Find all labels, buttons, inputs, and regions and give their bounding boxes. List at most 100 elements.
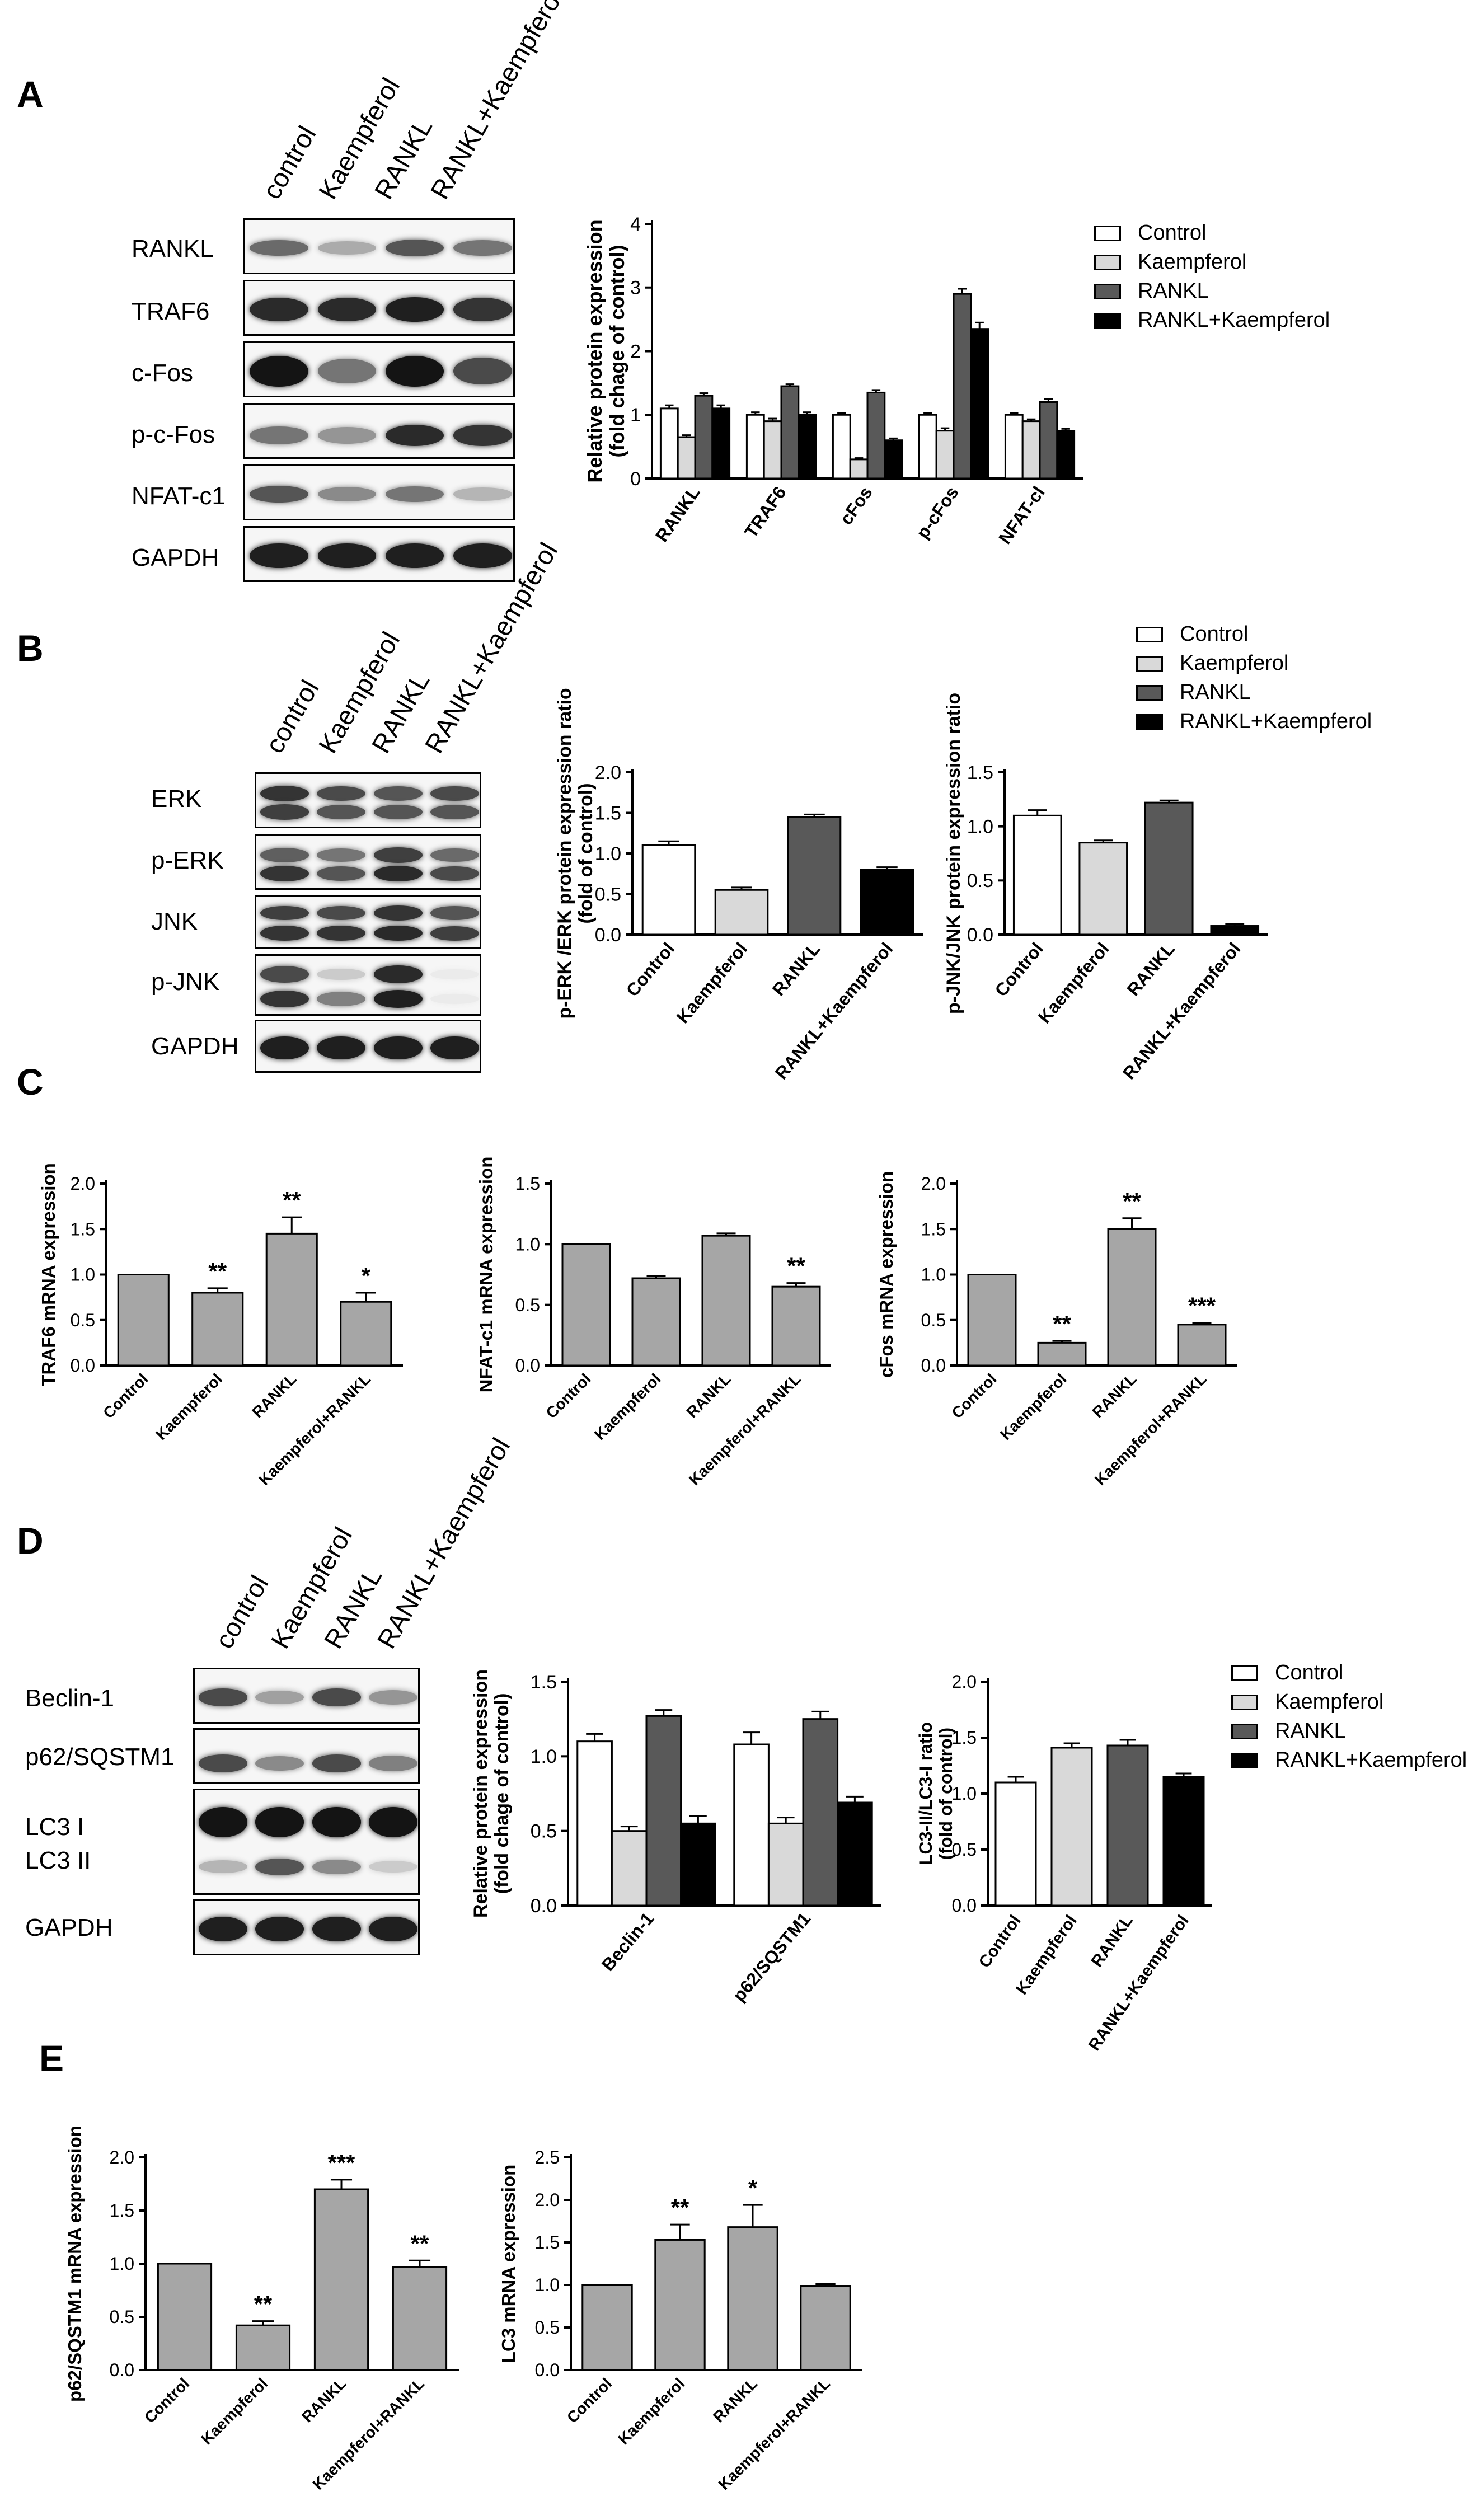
blot-band: [385, 486, 444, 502]
blot-row-label: LC3 II: [25, 1847, 91, 1874]
blot-band: [199, 1688, 248, 1706]
y-tick-label: 1.5: [110, 2200, 134, 2221]
x-tick-label: NFAT-cl: [994, 482, 1048, 547]
y-tick-label: 0: [630, 468, 641, 490]
bar: [711, 407, 731, 480]
blot-band: [255, 1756, 304, 1771]
chart-b-pjnk: 0.0 0.5 1.0 1.5p-JNK/JNK protein expression…: [943, 693, 1268, 1083]
legend-swatch: [1094, 313, 1121, 329]
bar: [1107, 1228, 1157, 1367]
legend-swatch: [1136, 714, 1163, 730]
blot-band: [250, 240, 308, 256]
x-tick-label: cFos: [836, 482, 876, 528]
y-axis-label: (fold of control): [575, 783, 597, 923]
blot-band: [199, 1754, 248, 1772]
legend-swatch: [1231, 1724, 1258, 1739]
y-tick-label: 1.0: [595, 843, 621, 865]
legend-label: Control: [1138, 221, 1207, 245]
panel-letter-c: C: [17, 1061, 44, 1102]
x-tick-label: RANKL+Kaempferol: [1119, 938, 1245, 1083]
legend-label: RANKL+Kaempferol: [1275, 1748, 1467, 1772]
x-tick-label: Control: [948, 1370, 1000, 1421]
blot-strip: [255, 1020, 481, 1073]
bar: [787, 816, 842, 936]
bar: [800, 2285, 851, 2371]
y-tick-label: 1.0: [535, 2275, 560, 2295]
blot-band: [317, 866, 366, 881]
bar: [767, 1822, 804, 1907]
y-tick-label: 3: [630, 278, 641, 299]
blot-band: [317, 297, 376, 322]
blot-band: [260, 848, 309, 862]
y-tick-label: 0.5: [531, 1821, 557, 1842]
chart-d-lc3: 0.0 0.5 1.0 1.5 2.0 LC3-II/LC3-I ratio (fold o…: [916, 1672, 1212, 2054]
bar: [832, 414, 851, 480]
blot-band: [385, 297, 444, 322]
bar: [714, 889, 769, 936]
blot-band: [317, 359, 376, 383]
y-tick-label: 1.0: [515, 1235, 540, 1255]
bar: [1210, 925, 1260, 936]
y-tick-label: 2.0: [110, 2147, 134, 2167]
blot-band: [317, 786, 366, 801]
bar: [659, 407, 679, 480]
x-tick-label: RANKL: [248, 1370, 299, 1421]
blot-band: [317, 486, 376, 502]
y-tick-label: 1.0: [71, 1265, 95, 1285]
bar: [1162, 1776, 1205, 1907]
blot-band: [250, 543, 308, 568]
blot-row-label: JNK: [151, 908, 198, 935]
significance-label: **: [1053, 1311, 1071, 1337]
y-tick-label: 2.5: [535, 2147, 560, 2167]
blot-strip: [193, 1789, 420, 1895]
chart-e-p62: 0.0 0.5 1.0 1.5 2.0 p62/SQSTM1 mRNA expressio…: [64, 2125, 459, 2493]
x-tick-label: TRAF6: [740, 482, 790, 541]
y-tick-label: 1.0: [110, 2254, 134, 2274]
y-tick-label: 0.0: [952, 1895, 977, 1916]
chart-c-nfatc1: 0.0 0.5 1.0 1.5 NFAT-c1 mRNA expression Contr…: [476, 1157, 831, 1489]
y-tick-label: 0.0: [71, 1355, 95, 1376]
y-tick-label: 1.0: [952, 1784, 977, 1804]
x-tick-label: Kaempferol: [591, 1370, 664, 1443]
blot-band: [373, 786, 423, 801]
blot-band: [453, 543, 512, 568]
x-tick-label: Kaempferol: [152, 1370, 226, 1443]
blot-band: [373, 925, 423, 941]
bar: [581, 2284, 633, 2371]
blot-band: [373, 865, 423, 882]
blot-strip: [193, 1668, 420, 1724]
y-tick-label: 1.5: [595, 803, 621, 824]
blot-band: [453, 425, 512, 446]
bar: [340, 1301, 392, 1367]
bar: [1050, 1747, 1093, 1907]
y-axis-label: Relative protein expression: [470, 1669, 491, 1918]
x-tick-label: Control: [141, 2374, 193, 2426]
legend-swatch: [1094, 255, 1121, 270]
x-tick-label: Kaempferol: [997, 1370, 1070, 1443]
blot-band: [385, 424, 444, 447]
blot-band: [430, 969, 479, 980]
significance-label: **: [787, 1253, 805, 1279]
bar: [953, 293, 972, 480]
x-tick-label: RANKL: [768, 938, 824, 999]
blot-band: [312, 1859, 361, 1874]
lane-label: RANKL+Kaempferol: [424, 0, 569, 204]
x-tick-label: RANKL: [651, 482, 704, 545]
bar: [994, 1781, 1037, 1907]
bar: [392, 2266, 448, 2371]
blot-band: [317, 848, 366, 862]
significance-label: **: [283, 1187, 301, 1213]
significance-label: *: [748, 2175, 758, 2201]
blot-band: [368, 1807, 417, 1837]
legend-swatch: [1136, 627, 1163, 642]
bar: [611, 1830, 648, 1907]
blot-strip: [255, 895, 481, 949]
bar: [837, 1801, 873, 1907]
legend-swatch: [1094, 284, 1121, 299]
blot-row-label: GAPDH: [25, 1914, 113, 1941]
bar: [677, 436, 696, 480]
blot-row-label: Beclin-1: [25, 1684, 114, 1712]
y-tick-label: 0.5: [515, 1295, 540, 1315]
legend-swatch: [1136, 656, 1163, 672]
panel-letter-b: B: [17, 627, 44, 669]
